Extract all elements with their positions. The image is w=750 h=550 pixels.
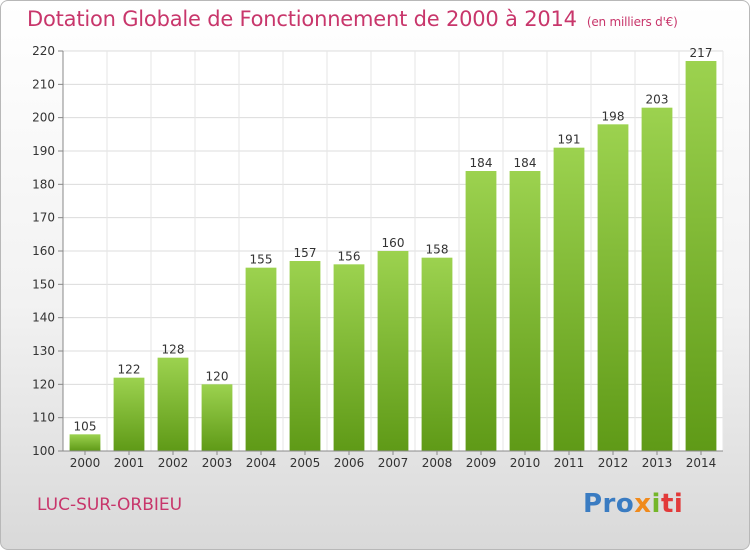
y-tick-label: 120	[32, 377, 55, 391]
y-tick-label: 130	[32, 344, 55, 358]
bar	[641, 107, 673, 452]
bar	[69, 434, 101, 451]
y-tick-label: 110	[32, 411, 55, 425]
bar	[333, 264, 365, 451]
bar	[685, 61, 717, 451]
axes: 100 110 120 130 140 150 160 170 180 190 200 210 220 2…	[32, 44, 723, 470]
x-tick-label: 2003	[202, 456, 233, 470]
y-tick-label: 210	[32, 77, 55, 91]
bar-value-label: 156	[338, 249, 361, 263]
y-tick-label: 200	[32, 111, 55, 125]
bar-value-label: 160	[382, 236, 405, 250]
chart-title: Dotation Globale de Fonctionnement de 20…	[27, 7, 678, 31]
x-tick-label: 2001	[114, 456, 145, 470]
bar-value-label: 105	[74, 419, 97, 433]
x-tick-label: 2011	[554, 456, 585, 470]
bar	[289, 261, 321, 451]
bar-value-label: 122	[118, 363, 141, 377]
y-tick-label: 150	[32, 277, 55, 291]
bar-value-label: 217	[690, 46, 713, 60]
bar	[509, 171, 541, 451]
x-tick-label: 2009	[466, 456, 497, 470]
bar	[597, 124, 629, 451]
proxiti-logo: Proxiti	[583, 489, 684, 519]
y-tick-label: 190	[32, 144, 55, 158]
bar	[377, 251, 409, 451]
y-tick-label: 180	[32, 177, 55, 191]
bar-value-label: 155	[250, 253, 273, 267]
bar-value-label: 198	[602, 109, 625, 123]
x-tick-label: 2000	[70, 456, 101, 470]
bar	[157, 357, 189, 451]
x-tick-label: 2010	[510, 456, 541, 470]
chart-subtitle: (en milliers d'€)	[586, 15, 678, 29]
bar	[201, 384, 233, 451]
bar-value-label: 158	[426, 243, 449, 257]
bar	[421, 257, 453, 451]
bar-value-label: 191	[558, 133, 581, 147]
bar-value-label: 184	[514, 156, 537, 170]
bar	[553, 147, 585, 451]
y-tick-label: 170	[32, 211, 55, 225]
bar	[465, 171, 497, 451]
bar-value-label: 120	[206, 369, 229, 383]
x-tick-label: 2006	[334, 456, 365, 470]
bar-value-label: 184	[470, 156, 493, 170]
x-tick-label: 2008	[422, 456, 453, 470]
x-tick-label: 2002	[158, 456, 189, 470]
x-tick-label: 2007	[378, 456, 409, 470]
y-tick-label: 140	[32, 311, 55, 325]
x-tick-label: 2014	[686, 456, 717, 470]
bar-value-label: 128	[162, 343, 185, 357]
x-tick-label: 2013	[642, 456, 673, 470]
y-tick-label: 160	[32, 244, 55, 258]
y-tick-label: 220	[32, 44, 55, 58]
x-tick-label: 2004	[246, 456, 277, 470]
y-tick-label: 100	[32, 444, 55, 458]
x-tick-label: 2005	[290, 456, 321, 470]
x-tick-label: 2012	[598, 456, 629, 470]
bar-value-label: 203	[646, 93, 669, 107]
bar-value-label: 157	[294, 246, 317, 260]
bar	[113, 377, 145, 451]
commune-name: LUC-SUR-ORBIEU	[37, 495, 183, 515]
bars: 105 122 128 120 155 157 156 160 158 184 184 191 198 2…	[69, 46, 717, 452]
bar	[245, 267, 277, 451]
chart-title-text: Dotation Globale de Fonctionnement de 20…	[27, 7, 577, 31]
